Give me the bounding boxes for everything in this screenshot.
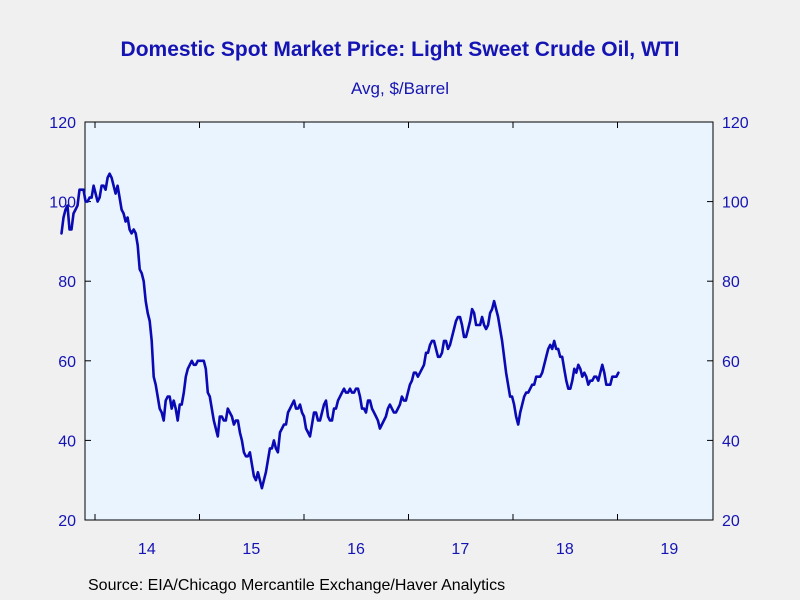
plot-area <box>84 121 714 521</box>
x-tick-label: 14 <box>138 541 156 558</box>
x-tick-label: 17 <box>451 541 469 558</box>
chart-subtitle: Avg, $/Barrel <box>351 79 449 98</box>
x-tick-label: 18 <box>556 541 574 558</box>
x-tick-label: 19 <box>660 541 678 558</box>
x-tick-label: 16 <box>347 541 365 558</box>
y-tick-label-right: 20 <box>722 513 740 530</box>
y-tick-label-left: 120 <box>49 115 76 132</box>
y-tick-label-right: 80 <box>722 274 740 291</box>
y-tick-label-right: 100 <box>722 195 749 212</box>
y-tick-label-right: 40 <box>722 433 740 450</box>
y-tick-label-right: 120 <box>722 115 749 132</box>
y-tick-label-left: 100 <box>49 195 76 212</box>
y-tick-label-left: 40 <box>58 433 76 450</box>
series-line <box>60 172 620 490</box>
source-note: Source: EIA/Chicago Mercantile Exchange/… <box>88 577 506 594</box>
y-tick-label-right: 60 <box>722 354 740 371</box>
y-tick-label-left: 60 <box>58 354 76 371</box>
x-tick-label: 15 <box>242 541 260 558</box>
y-tick-label-left: 80 <box>58 274 76 291</box>
y-tick-label-left: 20 <box>58 513 76 530</box>
chart-title: Domestic Spot Market Price: Light Sweet … <box>120 38 680 61</box>
